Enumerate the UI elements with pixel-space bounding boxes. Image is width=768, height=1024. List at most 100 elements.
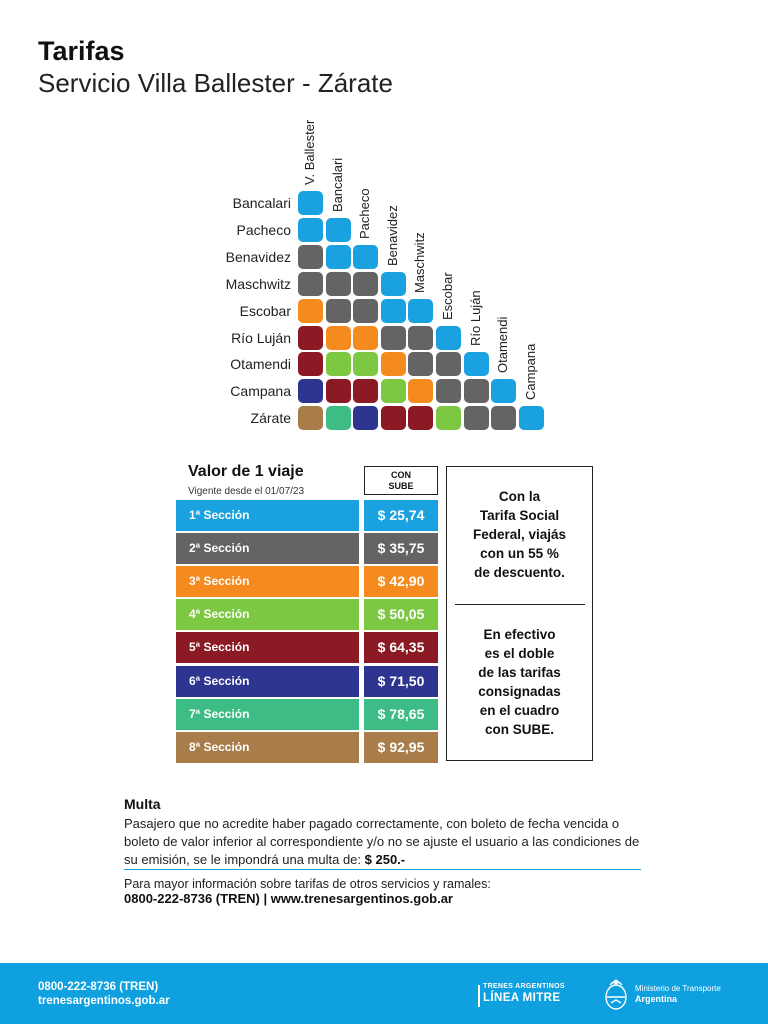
- sube-header-line-1: CON: [391, 470, 411, 480]
- fare-cell: [518, 406, 544, 431]
- fare-cell: [408, 352, 434, 377]
- fare-cell: [325, 217, 351, 242]
- page-title: Tarifas: [38, 36, 125, 66]
- fare-cell: [353, 298, 379, 323]
- fare-cell: [298, 379, 323, 404]
- fare-cell: [436, 406, 461, 431]
- section-label: 8ª Sección: [176, 731, 359, 763]
- multa-title: Multa: [124, 796, 161, 812]
- cash-line: en el cuadro: [479, 703, 560, 718]
- fare-cell: [463, 352, 489, 377]
- section-price: $ 71,50: [364, 665, 438, 697]
- fare-cell: [380, 379, 406, 404]
- section-label: 5ª Sección: [176, 632, 359, 664]
- section-label: 2ª Sección: [176, 533, 359, 565]
- column-station-label: Maschwitz: [412, 231, 428, 293]
- column-station-label: Otamendi: [495, 316, 511, 374]
- fare-cell: [436, 379, 461, 404]
- row-station-label: Pacheco: [236, 221, 291, 238]
- section-price: $ 35,75: [364, 533, 438, 565]
- info-box: Con la Tarifa Social Federal, viajás con…: [446, 466, 593, 761]
- section-label: 1ª Sección: [176, 500, 359, 531]
- row-station-label: Benavidez: [225, 248, 291, 265]
- column-station-label: V. Ballester: [302, 119, 317, 185]
- section-price: $ 78,65: [364, 698, 438, 730]
- column-station-label: Pacheco: [357, 188, 373, 239]
- column-station-label: Benavidez: [384, 204, 400, 266]
- fare-cell: [353, 406, 379, 431]
- ministry-country: Argentina: [635, 994, 678, 1004]
- column-station-label: Río Luján: [467, 290, 483, 347]
- fare-cell: [353, 352, 379, 377]
- cash-line: con SUBE.: [484, 722, 554, 737]
- row-station-label: Escobar: [239, 302, 291, 319]
- column-station-label: Bancalari: [329, 157, 345, 212]
- cash-line: En efectivo: [483, 627, 556, 642]
- row-station-label: Zárate: [250, 410, 291, 427]
- social-tariff-note: Con la Tarifa Social Federal, viajás con…: [447, 487, 592, 582]
- fare-cell: [325, 298, 351, 323]
- section-price: $ 25,74: [364, 500, 438, 531]
- footer-bar: 0800-222-8736 (TREN) trenesargentinos.go…: [0, 963, 768, 1024]
- fare-cell: [298, 217, 323, 242]
- multa-amount: $ 250.-: [364, 852, 406, 867]
- fare-table-title: Valor de 1 viaje: [188, 463, 304, 480]
- section-label: 3ª Sección: [176, 566, 359, 598]
- national-seal-icon: [605, 979, 627, 1010]
- row-station-label: Maschwitz: [225, 275, 291, 292]
- fare-cell: [325, 379, 351, 404]
- column-station-label: Escobar: [440, 271, 455, 320]
- fare-cell: [325, 271, 351, 296]
- brand-line: LÍNEA MITRE: [483, 992, 561, 1004]
- footer-phone[interactable]: 0800-222-8736 (TREN): [38, 981, 159, 993]
- fare-cell: [380, 271, 406, 296]
- row-station-label: Río Luján: [231, 329, 291, 346]
- row-station-label: Bancalari: [232, 195, 291, 211]
- fare-cell: [436, 325, 461, 350]
- brand-name: TRENES ARGENTINOS: [483, 983, 565, 990]
- social-line: Tarifa Social: [479, 508, 560, 523]
- fare-cell: [325, 406, 351, 431]
- fare-cell: [325, 352, 351, 377]
- section-label: 4ª Sección: [176, 599, 359, 631]
- multa-body: Pasajero que no acredite haber pagado co…: [124, 816, 640, 867]
- fare-cell: [298, 406, 323, 431]
- fare-cell: [353, 271, 379, 296]
- info-divider: [455, 604, 585, 605]
- row-station-label: Campana: [230, 383, 291, 400]
- section-price: $ 64,35: [364, 632, 438, 664]
- section-price: $ 50,05: [364, 599, 438, 631]
- fare-cell: [298, 298, 323, 323]
- sube-header-line-2: SUBE: [388, 481, 414, 491]
- ministry-name: Ministerio de Transporte: [635, 984, 721, 993]
- fare-cell: [353, 325, 379, 350]
- section-price: $ 42,90: [364, 566, 438, 598]
- fare-cell: [380, 298, 406, 323]
- fare-cell: [353, 379, 379, 404]
- fare-cell: [298, 325, 323, 350]
- fare-cell: [298, 271, 323, 296]
- fare-cell: [325, 244, 351, 269]
- fare-cell: [298, 191, 323, 215]
- fare-cell: [491, 406, 517, 431]
- social-line: con un 55 %: [480, 546, 559, 561]
- multa-text: Pasajero que no acredite haber pagado co…: [124, 815, 646, 869]
- more-info-contact: 0800-222-8736 (TREN) | www.trenesargenti…: [124, 891, 453, 906]
- sube-column-header: CON SUBE: [364, 466, 438, 495]
- divider-rule: [124, 869, 641, 870]
- fare-cell: [408, 325, 434, 350]
- cash-line: consignadas: [478, 684, 561, 699]
- cash-line: de las tarifas: [478, 665, 561, 680]
- footer-website[interactable]: trenesargentinos.gob.ar: [38, 995, 170, 1007]
- fare-cell: [380, 406, 406, 431]
- fare-cell: [463, 379, 489, 404]
- fare-cell: [436, 352, 461, 377]
- fare-cell: [408, 298, 434, 323]
- section-price: $ 92,95: [364, 731, 438, 763]
- fare-cell: [380, 325, 406, 350]
- fare-cell: [298, 352, 323, 377]
- column-station-label: Campana: [522, 343, 538, 401]
- brand-divider: [478, 985, 480, 1007]
- section-label: 6ª Sección: [176, 665, 359, 697]
- fare-cell: [408, 379, 434, 404]
